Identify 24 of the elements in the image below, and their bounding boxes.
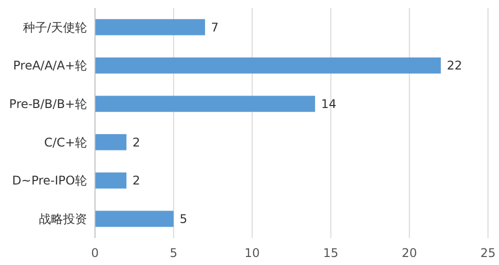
bar <box>95 134 126 150</box>
y-tick-label: Pre-B/B/B+轮 <box>9 97 87 112</box>
y-tick-label: D~Pre-IPO轮 <box>12 174 87 188</box>
x-tick-label: 5 <box>170 246 178 260</box>
bar <box>95 96 316 112</box>
y-tick-label: 种子/天使轮 <box>22 20 87 34</box>
y-tick-label: C/C+轮 <box>44 135 87 150</box>
x-tick-label: 20 <box>402 246 418 260</box>
y-tick-label: PreA/A/A+轮 <box>13 58 87 73</box>
bar <box>95 57 441 74</box>
bar <box>95 210 174 227</box>
data-label: 2 <box>132 135 140 150</box>
data-label: 7 <box>211 20 219 34</box>
bar <box>95 172 126 189</box>
x-tick-label: 0 <box>91 246 99 260</box>
y-tick-label: 战略投资 <box>39 212 87 226</box>
x-tick-label: 25 <box>480 246 496 260</box>
data-label: 5 <box>180 212 188 226</box>
data-label: 22 <box>446 58 462 73</box>
x-tick-label: 10 <box>244 246 260 260</box>
data-label: 2 <box>132 174 140 188</box>
data-label: 14 <box>321 97 336 112</box>
bar <box>95 19 206 36</box>
x-tick-label: 15 <box>323 246 338 260</box>
